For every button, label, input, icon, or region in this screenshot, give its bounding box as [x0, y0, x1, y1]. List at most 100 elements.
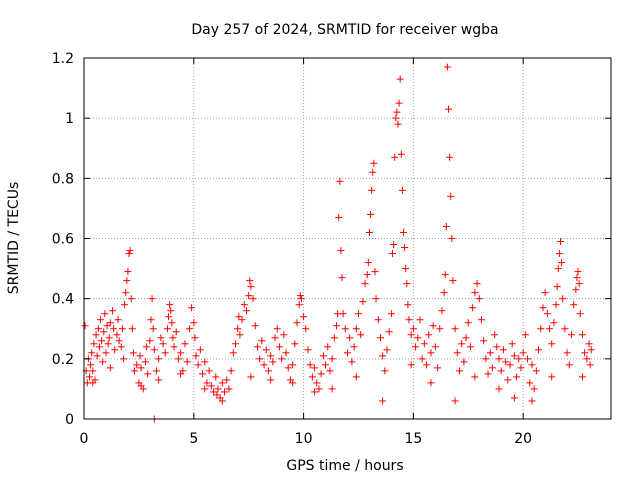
data-point [367, 210, 375, 218]
data-point [552, 301, 560, 309]
data-point [374, 316, 382, 324]
data-point [548, 373, 556, 381]
data-point [371, 268, 379, 276]
data-point [391, 153, 399, 161]
data-point [126, 247, 134, 255]
data-point [212, 373, 220, 381]
data-point [440, 289, 448, 297]
data-point [513, 373, 521, 381]
data-point [174, 355, 182, 363]
data-point [190, 319, 198, 327]
data-point [89, 367, 97, 375]
data-point [150, 346, 158, 354]
data-point [333, 322, 341, 330]
data-point [446, 153, 454, 161]
data-point [125, 250, 133, 258]
data-point [242, 307, 250, 315]
data-point [431, 343, 439, 351]
data-point [103, 322, 111, 330]
data-point [322, 361, 330, 369]
data-point [480, 337, 488, 345]
data-point [352, 325, 360, 333]
data-point [573, 274, 581, 282]
x-tick-label: 20 [514, 431, 532, 447]
data-point [451, 325, 459, 333]
data-point [396, 75, 404, 83]
x-tick-label: 10 [295, 431, 313, 447]
data-point [235, 313, 243, 321]
data-point [100, 328, 108, 336]
data-point [359, 298, 367, 306]
data-point [245, 292, 253, 300]
y-tick-label: 0.2 [52, 352, 74, 368]
data-point [477, 316, 485, 324]
data-point [89, 379, 97, 387]
data-point [510, 394, 518, 402]
data-point [548, 340, 556, 348]
x-axis-label: GPS time / hours [286, 458, 403, 474]
data-point [553, 283, 561, 291]
data-point [559, 295, 567, 303]
data-point [284, 364, 292, 372]
data-point [578, 373, 586, 381]
data-point [88, 349, 96, 357]
data-point [515, 355, 523, 363]
data-point [306, 361, 314, 369]
data-point [146, 337, 154, 345]
data-point [469, 304, 477, 312]
data-point [537, 325, 545, 333]
data-point [354, 310, 362, 318]
data-point [166, 301, 174, 309]
data-point [131, 367, 139, 375]
axis-ticks [83, 57, 611, 420]
data-point [482, 355, 490, 363]
data-point [106, 364, 114, 372]
data-point [185, 325, 193, 333]
data-point [488, 364, 496, 372]
data-point [93, 352, 101, 360]
data-point [295, 301, 303, 309]
data-point [236, 331, 244, 339]
data-point [148, 295, 156, 303]
data-point [225, 385, 233, 393]
data-point [293, 319, 301, 327]
data-point [567, 331, 575, 339]
data-point [429, 322, 437, 330]
data-point [395, 99, 403, 107]
data-point [267, 352, 275, 360]
data-point [300, 313, 308, 321]
data-point [361, 280, 369, 288]
data-point [578, 331, 586, 339]
data-point [502, 358, 510, 366]
data-point [385, 328, 393, 336]
data-point [238, 316, 246, 324]
data-point [404, 301, 412, 309]
y-axis-label: SRMTID / TECUs [6, 182, 22, 295]
data-point [214, 385, 222, 393]
data-point [407, 361, 415, 369]
data-point [528, 397, 536, 405]
data-point [402, 265, 410, 273]
grid-lines [84, 58, 611, 419]
data-point [401, 244, 409, 252]
data-point [526, 379, 534, 387]
data-point [403, 280, 411, 288]
data-point [451, 397, 459, 405]
data-point [535, 346, 543, 354]
x-tick-label: 15 [404, 431, 422, 447]
data-point [121, 301, 129, 309]
data-point [530, 385, 538, 393]
data-point [101, 310, 109, 318]
data-point [137, 382, 145, 390]
data-point [133, 361, 141, 369]
data-point [172, 328, 180, 336]
data-point [510, 352, 518, 360]
data-point [199, 370, 207, 378]
data-point [98, 337, 106, 345]
data-point [448, 235, 456, 242]
data-point [177, 349, 185, 357]
data-point [313, 379, 321, 387]
data-point [350, 343, 358, 351]
data-point [561, 325, 569, 333]
data-point [311, 388, 319, 396]
